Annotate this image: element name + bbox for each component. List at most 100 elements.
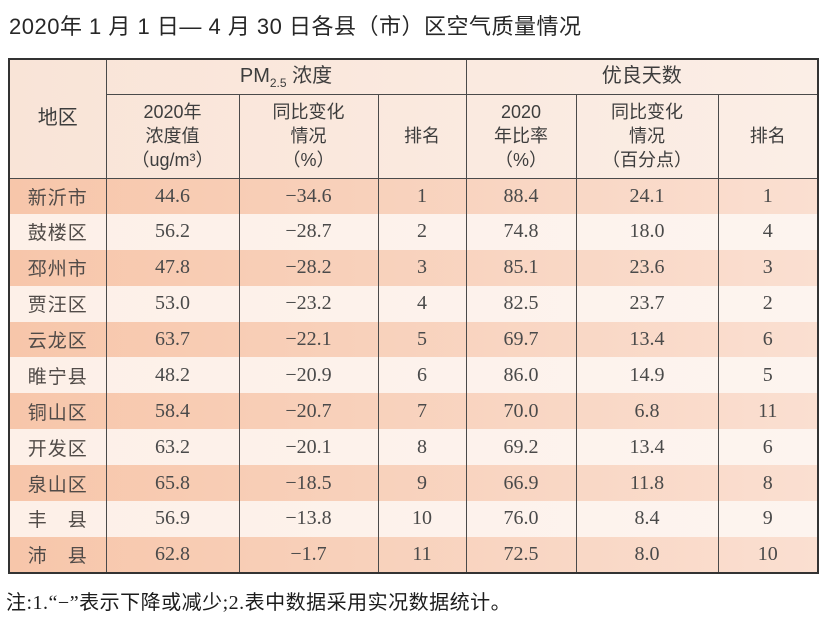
cell-pm-change: −1.7	[238, 536, 378, 573]
cell-region: 开发区	[8, 429, 106, 466]
table-row: 新沂市 44.6 −34.6 1 88.4 24.1 1	[8, 178, 819, 214]
cell-pm-change: −20.1	[238, 429, 378, 466]
cell-pm-change: −18.5	[238, 465, 378, 502]
cell-pm-rank: 10	[377, 501, 467, 537]
column-header-good-change: 同比变化 情况 （百分点）	[575, 94, 719, 179]
pm-subscript: 2.5	[269, 75, 287, 90]
cell-good-change: 23.7	[575, 285, 719, 322]
table-row: 睢宁县 48.2 −20.9 6 86.0 14.9 5	[8, 357, 819, 394]
column-header-good-rate: 2020 年比率 （%）	[465, 94, 577, 179]
cell-good-rank: 6	[717, 429, 819, 466]
cell-region: 鼓楼区	[8, 213, 106, 250]
cell-good-rate: 66.9	[465, 465, 577, 502]
cell-good-change: 8.0	[575, 536, 719, 573]
cell-region: 沛 县	[8, 536, 106, 573]
pm-label-suffix: 浓度	[286, 64, 333, 87]
cell-pm-change: −20.9	[238, 357, 378, 394]
cell-pm-value: 56.2	[105, 213, 239, 250]
column-header-good-rank: 排名	[717, 94, 819, 179]
cell-region: 泉山区	[8, 465, 106, 502]
column-group-pm25: PM2.5 浓度	[105, 59, 467, 95]
table-row: 鼓楼区 56.2 −28.7 2 74.8 18.0 4	[8, 213, 819, 250]
header-group-row: 地区 PM2.5 浓度 优良天数	[8, 59, 819, 179]
table-row: 丰 县 56.9 −13.8 10 76.0 8.4 9	[8, 501, 819, 537]
cell-pm-change: −22.1	[238, 321, 378, 358]
cell-region: 新沂市	[8, 178, 106, 214]
cell-good-rank: 5	[717, 357, 819, 394]
cell-pm-rank: 3	[377, 249, 467, 286]
table-row: 泉山区 65.8 −18.5 9 66.9 11.8 8	[8, 465, 819, 502]
cell-good-rate: 69.7	[465, 321, 577, 358]
cell-pm-rank: 2	[377, 213, 467, 250]
column-header-pm-value: 2020年 浓度值 （ug/m³）	[105, 94, 239, 179]
cell-region: 贾汪区	[8, 285, 106, 322]
cell-pm-rank: 11	[377, 536, 467, 573]
table-row: 铜山区 58.4 −20.7 7 70.0 6.8 11	[8, 393, 819, 430]
cell-pm-value: 56.9	[105, 501, 239, 537]
cell-good-rank: 8	[717, 465, 819, 502]
cell-good-rank: 1	[717, 178, 819, 214]
table-body: 新沂市 44.6 −34.6 1 88.4 24.1 1 鼓楼区 56.2 −2…	[8, 178, 819, 573]
cell-good-rate: 74.8	[465, 213, 577, 250]
header-sub-row: 2020年 浓度值 （ug/m³） 同比变化 情况 （%） 排名 2020 年比…	[9, 94, 819, 179]
cell-region: 睢宁县	[8, 357, 106, 394]
cell-pm-value: 47.8	[105, 249, 239, 286]
cell-pm-rank: 1	[377, 178, 467, 214]
table-row: 邳州市 47.8 −28.2 3 85.1 23.6 3	[8, 249, 819, 286]
cell-good-rate: 69.2	[465, 429, 577, 466]
cell-good-change: 13.4	[575, 429, 719, 466]
cell-pm-change: −28.7	[238, 213, 378, 250]
cell-pm-rank: 4	[377, 285, 467, 322]
cell-pm-change: −20.7	[238, 393, 378, 430]
cell-pm-change: −34.6	[238, 178, 378, 214]
table-row: 云龙区 63.7 −22.1 5 69.7 13.4 6	[8, 321, 819, 358]
cell-good-rank: 6	[717, 321, 819, 358]
cell-pm-rank: 5	[377, 321, 467, 358]
cell-pm-change: −28.2	[238, 249, 378, 286]
column-header-pm-change: 同比变化 情况 （%）	[238, 94, 378, 179]
cell-good-rank: 9	[717, 501, 819, 537]
cell-region: 铜山区	[8, 393, 106, 430]
cell-good-rate: 82.5	[465, 285, 577, 322]
cell-pm-value: 62.8	[105, 536, 239, 573]
cell-good-rate: 70.0	[465, 393, 577, 430]
cell-good-change: 14.9	[575, 357, 719, 394]
cell-region: 邳州市	[8, 249, 106, 286]
cell-good-change: 13.4	[575, 321, 719, 358]
column-header-region: 地区	[8, 59, 106, 179]
cell-pm-rank: 6	[377, 357, 467, 394]
table-row: 贾汪区 53.0 −23.2 4 82.5 23.7 2	[8, 285, 819, 322]
cell-good-rank: 3	[717, 249, 819, 286]
cell-good-rank: 11	[717, 393, 819, 430]
cell-good-rate: 85.1	[465, 249, 577, 286]
cell-good-change: 23.6	[575, 249, 719, 286]
cell-pm-value: 58.4	[105, 393, 239, 430]
cell-pm-value: 44.6	[105, 178, 239, 214]
cell-good-change: 11.8	[575, 465, 719, 502]
page-title: 2020年 1 月 1 日— 4 月 30 日各县（市）区空气质量情况	[9, 14, 582, 39]
cell-good-rate: 86.0	[465, 357, 577, 394]
cell-good-change: 8.4	[575, 501, 719, 537]
cell-pm-value: 48.2	[105, 357, 239, 394]
table-row: 开发区 63.2 −20.1 8 69.2 13.4 6	[8, 429, 819, 466]
table-row: 沛 县 62.8 −1.7 11 72.5 8.0 10	[8, 536, 819, 573]
cell-good-rate: 76.0	[465, 501, 577, 537]
cell-pm-value: 65.8	[105, 465, 239, 502]
cell-region: 云龙区	[8, 321, 106, 358]
table-header: 地区 PM2.5 浓度 优良天数 2020年 浓度值 （ug/m³） 同比变化 …	[8, 59, 819, 179]
cell-pm-rank: 7	[377, 393, 467, 430]
cell-pm-rank: 9	[377, 465, 467, 502]
cell-pm-change: −13.8	[238, 501, 378, 537]
cell-good-rank: 2	[717, 285, 819, 322]
cell-pm-rank: 8	[377, 429, 467, 466]
cell-good-change: 6.8	[575, 393, 719, 430]
cell-good-change: 18.0	[575, 213, 719, 250]
cell-good-rate: 88.4	[465, 178, 577, 214]
cell-good-rank: 4	[717, 213, 819, 250]
pm-label: PM	[239, 64, 270, 87]
column-group-good-days: 优良天数	[465, 59, 819, 95]
cell-good-change: 24.1	[575, 178, 719, 214]
column-header-pm-rank: 排名	[377, 94, 467, 179]
cell-pm-change: −23.2	[238, 285, 378, 322]
